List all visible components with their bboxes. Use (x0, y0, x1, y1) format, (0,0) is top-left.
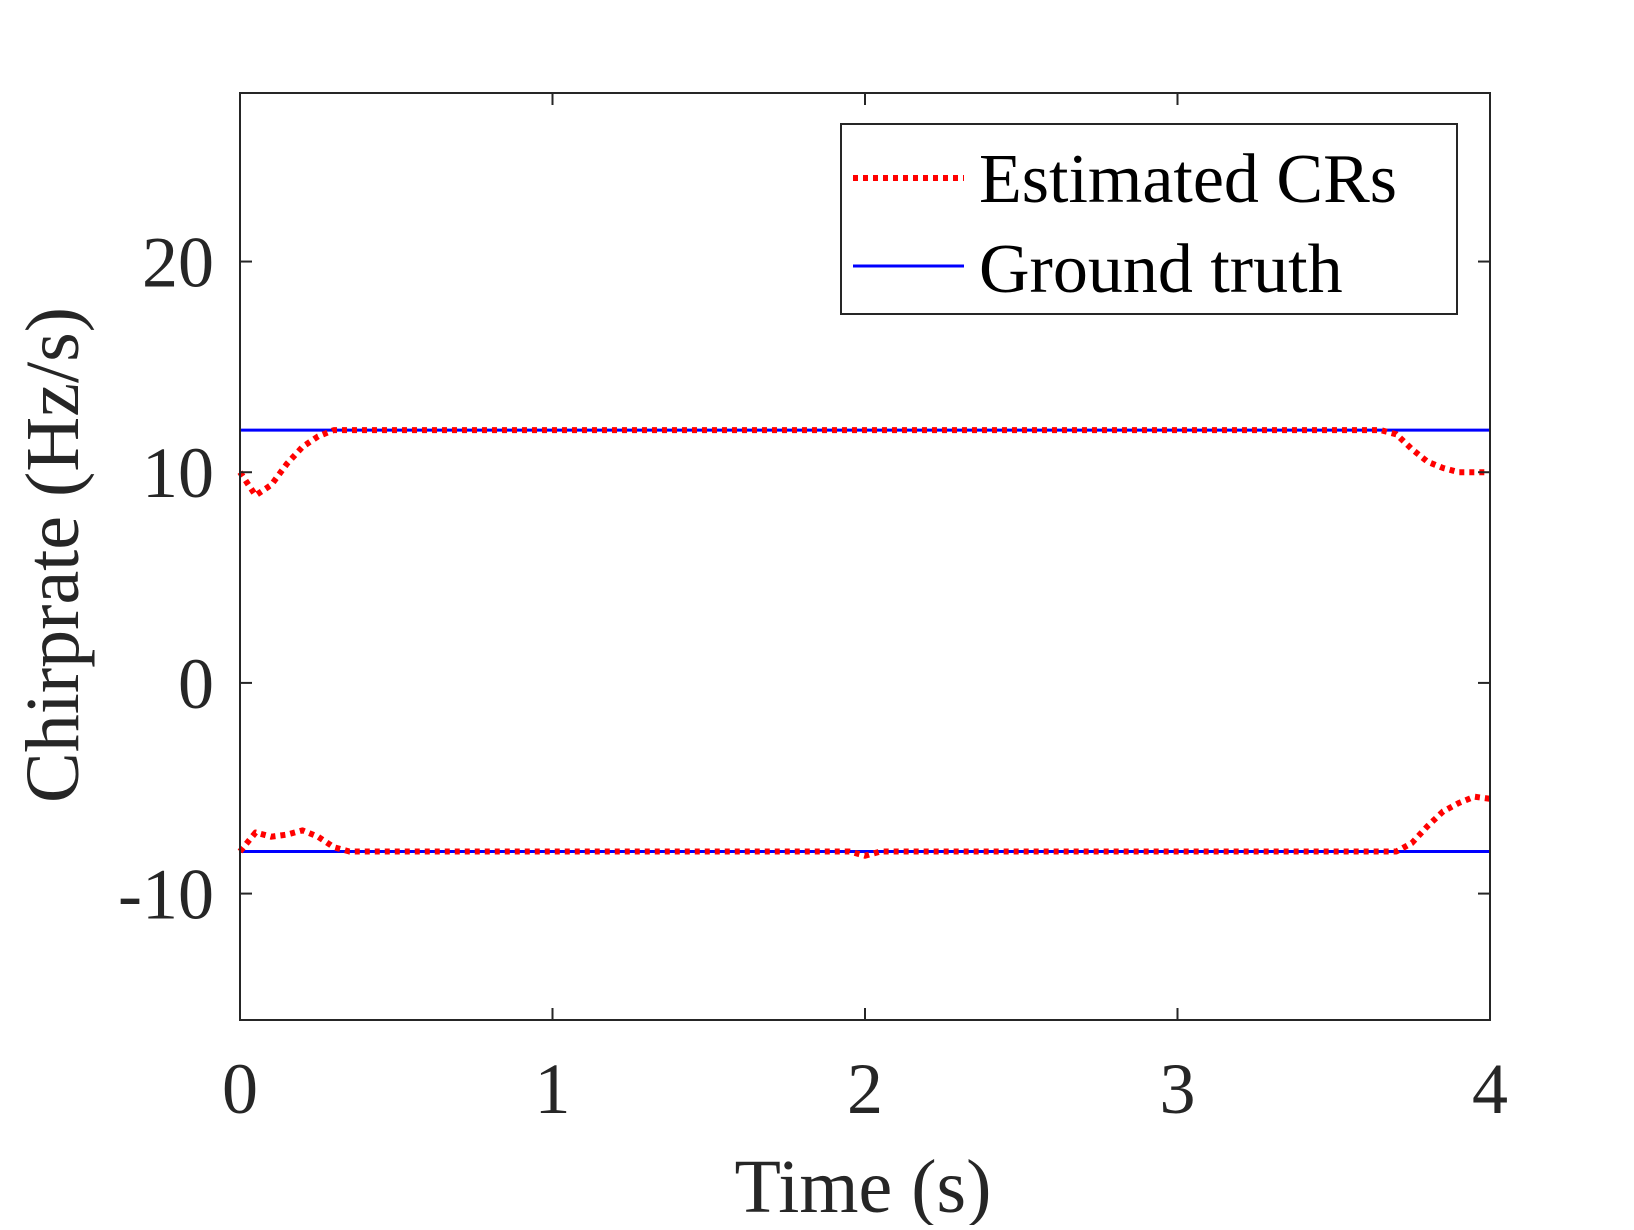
legend: Estimated CRs Ground truth (840, 123, 1458, 315)
y-tick-label: 0 (178, 644, 214, 724)
axes-layer: 0 1 2 3 4 -10 0 10 20 (118, 92, 1508, 1129)
y-tick-label: -10 (118, 855, 214, 935)
legend-label-ground-truth: Ground truth (979, 231, 1343, 308)
x-tick-label: 4 (1472, 1049, 1508, 1129)
y-axis-label: Chirprate (Hz/s) (11, 307, 95, 803)
legend-label-estimated: Estimated CRs (979, 141, 1397, 218)
x-tick-label: 2 (847, 1049, 883, 1129)
y-tick-label: 20 (142, 223, 214, 303)
x-tick-label: 3 (1160, 1049, 1196, 1129)
x-tick-label: 0 (222, 1049, 258, 1129)
y-tick-label: 10 (142, 433, 214, 513)
series-line-estimated-crs-1 (237, 793, 1491, 859)
x-axis-label: Time (s) (735, 1145, 992, 1225)
legend-box (840, 123, 1458, 315)
data-layer (237, 427, 1491, 859)
series-line-estimated-crs-0 (237, 427, 1490, 499)
x-tick-label: 1 (535, 1049, 571, 1129)
